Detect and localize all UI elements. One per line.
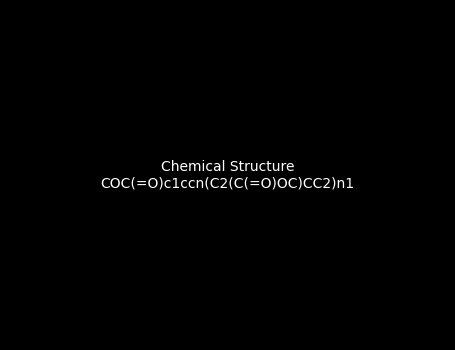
- Text: Chemical Structure
COC(=O)c1ccn(C2(C(=O)OC)CC2)n1: Chemical Structure COC(=O)c1ccn(C2(C(=O)…: [101, 160, 354, 190]
